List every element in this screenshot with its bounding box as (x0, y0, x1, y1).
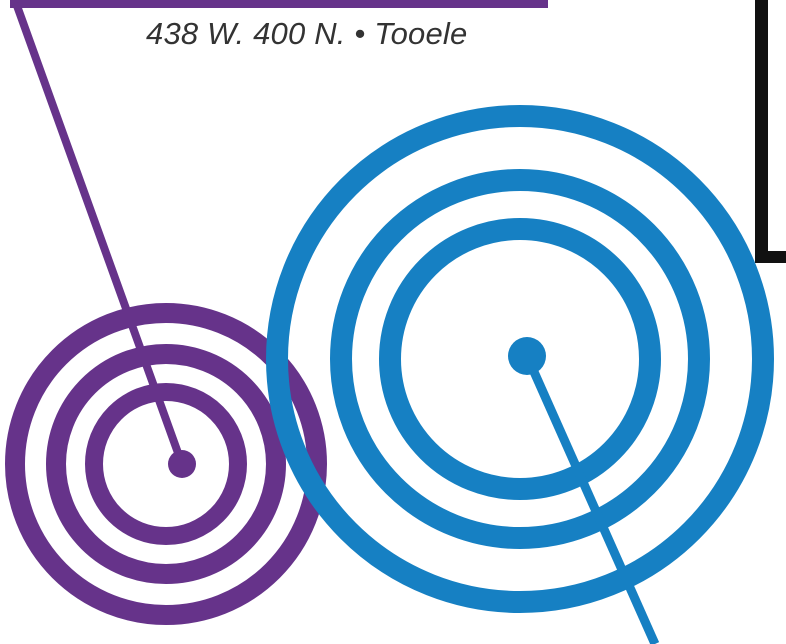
black-frame (755, 0, 786, 263)
address-text: 438 W. 400 N. • Tooele (146, 16, 468, 51)
blue-pointer (508, 337, 660, 644)
purple-target-icon (5, 303, 327, 625)
blue-outer-ring (266, 105, 774, 613)
blue-inner-ring (379, 218, 661, 500)
blue-diagonal-line (522, 354, 660, 644)
blue-target-icon (266, 105, 774, 613)
frame-horizontal-line (755, 251, 786, 263)
purple-center-dot (168, 450, 196, 478)
blue-middle-ring (330, 169, 710, 549)
purple-inner-ring (85, 383, 247, 545)
frame-vertical-line (755, 0, 768, 262)
purple-middle-ring (46, 344, 286, 584)
blue-center-dot (508, 337, 546, 375)
purple-outer-ring (5, 303, 327, 625)
purple-top-bar (10, 0, 548, 8)
